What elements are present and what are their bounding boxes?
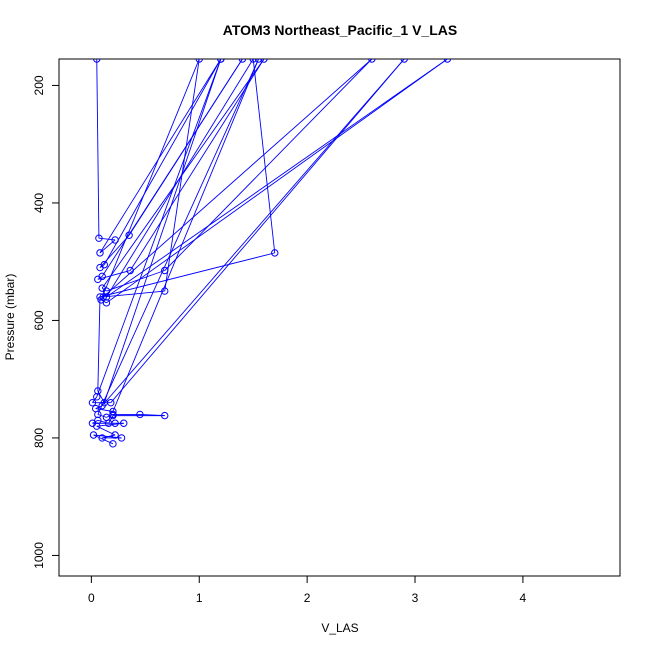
x-axis-label: V_LAS bbox=[321, 621, 358, 635]
data-point bbox=[109, 411, 117, 420]
data-point bbox=[136, 410, 144, 419]
y-tick-label: 600 bbox=[32, 310, 46, 330]
x-tick-label: 0 bbox=[88, 591, 95, 605]
series-line-segment bbox=[106, 270, 165, 292]
data-point bbox=[120, 419, 128, 427]
x-tick-label: 3 bbox=[412, 591, 419, 605]
series-line-segment bbox=[103, 290, 165, 298]
data-point bbox=[88, 398, 97, 407]
series-line-segment bbox=[99, 59, 222, 254]
series-line-segment bbox=[103, 59, 222, 403]
series-line-segment bbox=[106, 59, 448, 298]
data-point bbox=[102, 287, 111, 295]
data-point bbox=[400, 59, 408, 63]
series-line-segment bbox=[97, 390, 105, 403]
series-line-segment bbox=[101, 287, 107, 292]
series-line-segment bbox=[96, 59, 100, 239]
series-line-segment bbox=[110, 59, 405, 403]
data-point bbox=[368, 59, 376, 63]
x-tick-label: 1 bbox=[196, 591, 203, 605]
series-line-segment bbox=[106, 59, 254, 298]
data-point bbox=[238, 59, 247, 63]
data-point bbox=[443, 59, 452, 63]
data-point bbox=[94, 275, 102, 284]
data-point bbox=[126, 266, 134, 275]
data-point bbox=[93, 59, 101, 63]
x-axis: 0 1 2 3 4 bbox=[88, 575, 527, 605]
data-point bbox=[195, 59, 203, 63]
data-point bbox=[109, 440, 117, 448]
series-line-segment bbox=[106, 59, 448, 304]
series-line-segment bbox=[129, 59, 265, 271]
series-line-segment bbox=[96, 422, 124, 427]
y-tick-label: 400 bbox=[32, 193, 46, 213]
data-point bbox=[271, 249, 279, 257]
series-line-segment bbox=[99, 234, 130, 268]
data-point bbox=[254, 59, 263, 63]
series-line-segment bbox=[97, 270, 131, 280]
data-point bbox=[125, 231, 133, 239]
series-line-segment bbox=[252, 59, 276, 253]
series-line-segment bbox=[97, 296, 101, 391]
data-point bbox=[109, 407, 117, 416]
data-point bbox=[107, 398, 115, 407]
series-line-segment bbox=[97, 419, 109, 424]
data-point bbox=[161, 266, 169, 275]
y-axis-label: Pressure (mbar) bbox=[3, 274, 17, 361]
series-line-segment bbox=[102, 59, 373, 298]
series-line-segment bbox=[99, 252, 275, 298]
data-point bbox=[96, 249, 104, 257]
data-point bbox=[94, 410, 102, 419]
x-tick-label: 2 bbox=[304, 591, 311, 605]
data-point bbox=[217, 59, 225, 63]
series-line-segment bbox=[100, 59, 200, 301]
data-point bbox=[111, 419, 119, 427]
y-tick-label: 800 bbox=[32, 428, 46, 448]
x-tick-label: 4 bbox=[520, 591, 527, 605]
data-point bbox=[161, 287, 169, 295]
data-point bbox=[93, 393, 101, 401]
series-line-segment bbox=[96, 59, 222, 397]
data-point bbox=[96, 263, 104, 272]
chart-title: ATOM3 Northeast_Pacific_1 V_LAS bbox=[223, 22, 457, 38]
data-point bbox=[96, 293, 104, 301]
data-point bbox=[111, 431, 119, 439]
series-line-segment bbox=[97, 59, 259, 415]
data-point bbox=[161, 411, 169, 420]
series-line-segment bbox=[108, 415, 114, 424]
data-point bbox=[95, 234, 103, 242]
series-line-segment bbox=[112, 59, 260, 412]
data-point bbox=[102, 299, 111, 307]
data-point bbox=[93, 422, 101, 430]
data-point bbox=[249, 59, 257, 63]
series-line-segment bbox=[164, 59, 373, 271]
series-layer bbox=[88, 59, 452, 448]
y-tick-label: 200 bbox=[32, 75, 46, 95]
y-axis: 200 400 600 800 1000 bbox=[32, 75, 60, 569]
series-line-segment bbox=[97, 414, 107, 418]
data-point bbox=[111, 236, 119, 244]
series-line-segment bbox=[101, 59, 405, 406]
data-point bbox=[89, 431, 98, 439]
y-tick-label: 1000 bbox=[32, 542, 46, 569]
data-point bbox=[117, 434, 126, 442]
data-point bbox=[98, 401, 106, 410]
data-point bbox=[98, 434, 106, 442]
series-line-segment bbox=[103, 59, 222, 265]
data-point bbox=[260, 59, 268, 63]
series-line-segment bbox=[101, 59, 243, 277]
